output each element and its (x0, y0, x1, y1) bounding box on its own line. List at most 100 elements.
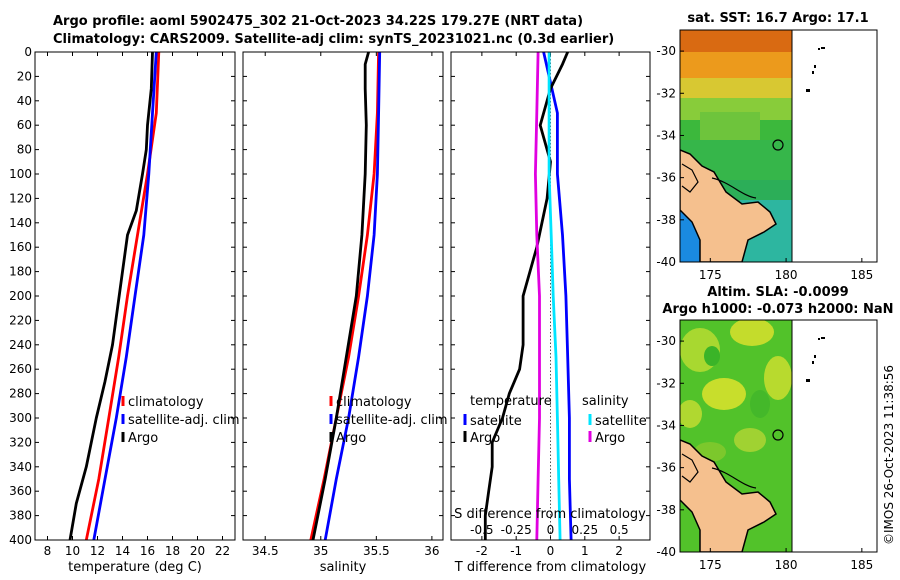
map-lat-label: -36 (656, 461, 676, 475)
float-position-marker (772, 139, 784, 151)
y-tick-label: 200 (9, 289, 32, 303)
y-tick-label: 20 (17, 69, 32, 83)
legend-label: Argo (336, 431, 366, 446)
series-line-satellite-adj-clim (92, 52, 158, 540)
x-tick-label: -1 (510, 544, 522, 558)
series-line-temperature-argo (483, 52, 569, 540)
secondary-tick-label: -0.25 (501, 523, 532, 537)
x-tick-label: 2 (615, 544, 623, 558)
island-marks-2 (806, 337, 825, 382)
sla-map: Altim. SLA: -0.0099 Argo h1000: -0.073 h… (656, 285, 893, 572)
map-lat-label: -30 (656, 334, 676, 348)
x-tick-label: 14 (115, 544, 130, 558)
legend-label: climatology (128, 395, 204, 410)
map-lon-label: 185 (850, 268, 873, 282)
plot-frame (450, 51, 651, 541)
map-lat-label: -32 (656, 86, 676, 100)
x-tick-label: 36 (424, 544, 439, 558)
series-group (309, 52, 382, 540)
x-tick-label: 18 (165, 544, 180, 558)
map-lat-label: -40 (656, 545, 676, 559)
plot-frame (242, 51, 444, 541)
map-lon-label: 180 (775, 268, 798, 282)
map-lon-label: 180 (775, 558, 798, 572)
legend-label: Argo (128, 431, 158, 446)
map-lat-label: -36 (656, 171, 676, 185)
island-marks (806, 47, 825, 92)
salinity-profile-panel: 34.5 35 35.5 36 salinity climatology satellite… (242, 51, 448, 575)
y-tick-label: 0 (24, 45, 32, 59)
x-axis-label: T difference from climatology (454, 560, 647, 575)
y-tick-label: 140 (9, 216, 32, 230)
series-group (68, 52, 161, 540)
y-tick-label: 240 (9, 338, 32, 352)
y-tick-label: 220 (9, 313, 32, 327)
secondary-tick-label: -0.5 (470, 523, 493, 537)
credit-text: ©IMOS 26-Oct-2023 11:38:56 (882, 365, 896, 545)
x-tick-label: 35.5 (363, 544, 390, 558)
map-lat-label: -32 (656, 376, 676, 390)
sst-map: sat. SST: 16.7 Argo: 17.1 -30 -32 -34 (656, 11, 878, 282)
x-axis-label: salinity (320, 560, 367, 575)
series-line-salinity-satellite (547, 52, 562, 540)
y-tick-label: 40 (17, 94, 32, 108)
y-tick-label: 120 (9, 191, 32, 205)
difference-profile-panel: -2 -1 0 1 2 T difference from climatology temp… (450, 51, 651, 575)
legend-label: Argo (470, 431, 500, 446)
y-tick-label: 60 (17, 118, 32, 132)
x-tick-label: 20 (190, 544, 205, 558)
x-tick-label: 34.5 (252, 544, 279, 558)
figure-title-line2: Climatology: CARS2009. Satellite-adj cli… (53, 32, 615, 47)
series-group (483, 52, 573, 540)
secondary-tick-label: 0 (547, 523, 555, 537)
legend-title-salinity: salinity (582, 394, 629, 409)
y-tick-label: 260 (9, 362, 32, 376)
map-lon-label: 175 (699, 558, 722, 572)
x-tick-label: 1 (581, 544, 589, 558)
series-line-salinity-argo (534, 52, 541, 540)
land-mass (680, 149, 777, 262)
map-lat-label: -34 (656, 128, 676, 142)
legend-title-temperature: temperature (470, 394, 552, 409)
y-tick-label: 400 (9, 533, 32, 547)
map-lat-label: -30 (656, 44, 676, 58)
sst-map-title: sat. SST: 16.7 Argo: 17.1 (687, 11, 868, 26)
legend-label: climatology (336, 395, 412, 410)
legend-label: satellite (595, 414, 647, 429)
map-lat-label: -34 (656, 418, 676, 432)
land-mass-2 (680, 439, 777, 552)
secondary-tick-label: 0.25 (571, 523, 598, 537)
y-tick-label: 360 (9, 484, 32, 498)
secondary-tick-label: 0.5 (610, 523, 629, 537)
series-line-temperature-satellite (542, 52, 573, 540)
plot-frame (34, 51, 236, 541)
legend-label: satellite (470, 414, 522, 429)
y-tick-label: 180 (9, 265, 32, 279)
map-lon-label: 175 (699, 268, 722, 282)
x-tick-label: -2 (476, 544, 488, 558)
y-tick-label: 320 (9, 435, 32, 449)
y-tick-label: 340 (9, 460, 32, 474)
legend-label: satellite-adj. clim (128, 413, 240, 428)
map-lat-label: -38 (656, 503, 676, 517)
x-tick-label: 8 (44, 544, 52, 558)
y-tick-label: 100 (9, 167, 32, 181)
x-tick-label: 12 (90, 544, 105, 558)
legend-label: satellite-adj. clim (336, 413, 448, 428)
series-line-argo (311, 52, 370, 540)
x-tick-label: 16 (140, 544, 155, 558)
temperature-profile-panel: 0 20 40 60 80 100 120 140 160 180 200 220 240 260 280 3… (9, 45, 240, 575)
sla-map-title1: Altim. SLA: -0.0099 (707, 285, 848, 300)
secondary-axis-label: S difference from climatology (454, 507, 646, 522)
x-tick-label: 35 (313, 544, 328, 558)
map-lat-label: -38 (656, 213, 676, 227)
legend-label: Argo (595, 431, 625, 446)
y-tick-label: 380 (9, 509, 32, 523)
series-line-argo (68, 52, 154, 540)
map-lat-label: -40 (656, 255, 676, 269)
series-line-satellite-adj-clim (323, 52, 382, 540)
series-line-climatology (84, 52, 161, 540)
map-lon-label: 185 (850, 558, 873, 572)
x-tick-label: 22 (215, 544, 230, 558)
